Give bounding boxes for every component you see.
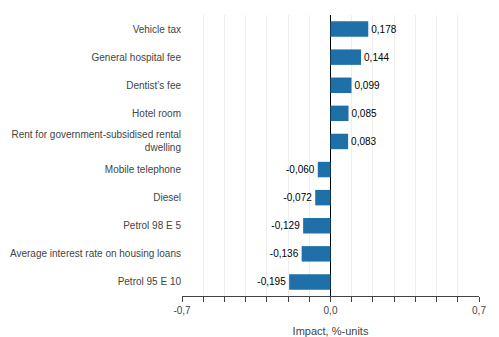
svg-text:0,178: 0,178 [371,24,396,35]
svg-text:Rent for government-subsidised: Rent for government-subsidised rentaldwe… [11,129,181,153]
svg-text:Petrol 95 E 10: Petrol 95 E 10 [118,276,182,287]
svg-text:-0,7: -0,7 [173,305,191,316]
svg-text:-0,060: -0,060 [286,164,315,175]
svg-text:Diesel: Diesel [153,192,181,203]
svg-text:0,144: 0,144 [364,52,389,63]
svg-text:General hospital fee: General hospital fee [91,52,181,63]
svg-text:Vehicle tax: Vehicle tax [133,24,181,35]
svg-text:0,7: 0,7 [472,305,486,316]
svg-text:-0,072: -0,072 [283,192,312,203]
svg-text:Hotel room: Hotel room [132,108,181,119]
svg-text:0,099: 0,099 [355,80,380,91]
svg-text:0,085: 0,085 [352,108,377,119]
svg-text:Average interest rate on housi: Average interest rate on housing loans [10,248,181,259]
svg-text:Impact, %-units: Impact, %-units [293,325,369,337]
svg-text:-0,136: -0,136 [270,248,299,259]
svg-text:0,0: 0,0 [324,305,338,316]
svg-text:0,083: 0,083 [351,136,376,147]
svg-text:-0,129: -0,129 [271,220,300,231]
svg-text:-0,195: -0,195 [257,276,286,287]
svg-text:Petrol 98 E 5: Petrol 98 E 5 [123,220,181,231]
svg-text:Dentist’s fee: Dentist’s fee [126,80,181,91]
svg-text:Mobile telephone: Mobile telephone [105,164,182,175]
